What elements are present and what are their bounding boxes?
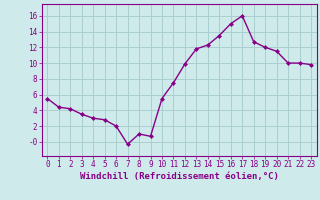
X-axis label: Windchill (Refroidissement éolien,°C): Windchill (Refroidissement éolien,°C) (80, 172, 279, 181)
